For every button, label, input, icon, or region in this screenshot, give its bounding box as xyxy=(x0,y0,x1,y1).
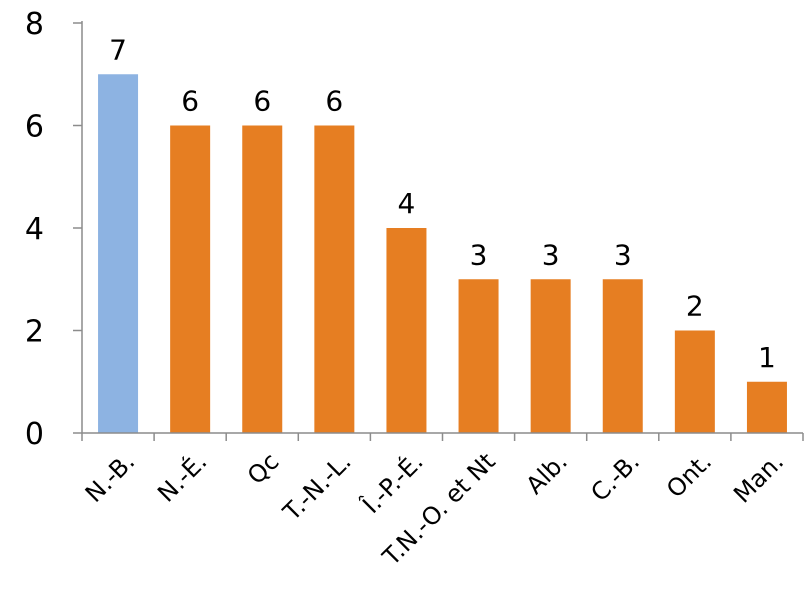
bar-5 xyxy=(458,279,499,433)
category-label: T.-N.-L. xyxy=(277,447,356,526)
value-label: 2 xyxy=(686,290,704,323)
y-tick-label: 8 xyxy=(25,7,44,42)
bar-3 xyxy=(314,125,355,433)
x-axis-ticks xyxy=(81,433,804,441)
value-label: 3 xyxy=(614,238,632,271)
category-label: C.-B. xyxy=(585,447,645,507)
value-label: 4 xyxy=(398,187,416,220)
value-labels: 7 6 6 6 4 3 3 3 2 1 xyxy=(109,33,776,374)
value-label: 6 xyxy=(181,85,199,118)
category-labels: N.-B. N.-É. QcT.-N.-L. Î.-P.-É.T.N.-O. et N… xyxy=(80,447,789,572)
value-label: 6 xyxy=(325,85,343,118)
y-axis-ticks: 0 2 4 6 8 xyxy=(25,7,82,452)
y-tick-label: 0 xyxy=(25,417,44,452)
value-label: 3 xyxy=(470,238,488,271)
category-label: Î.-P.-É. xyxy=(356,447,429,520)
y-tick-label: 6 xyxy=(25,110,44,145)
y-tick-label: 4 xyxy=(25,212,44,247)
bar-9 xyxy=(746,381,787,433)
bar-8 xyxy=(674,330,715,433)
bar-7 xyxy=(602,279,643,433)
value-label: 6 xyxy=(253,85,271,118)
y-tick-label: 2 xyxy=(25,315,44,350)
category-label: N.-É. xyxy=(152,447,213,508)
category-label: N.-B. xyxy=(80,447,140,507)
bar-2 xyxy=(242,125,283,433)
category-label: Qc xyxy=(242,447,284,489)
category-label: Man. xyxy=(728,447,789,508)
value-label: 1 xyxy=(758,341,776,374)
category-label: Alb. xyxy=(521,447,573,499)
bar-0 xyxy=(98,74,139,433)
category-label: Ont. xyxy=(661,447,717,503)
value-label: 7 xyxy=(109,33,127,66)
bar-1 xyxy=(170,125,211,433)
bars xyxy=(98,74,787,433)
value-label: 3 xyxy=(542,238,560,271)
bar-4 xyxy=(386,228,427,433)
bar-6 xyxy=(530,279,571,433)
